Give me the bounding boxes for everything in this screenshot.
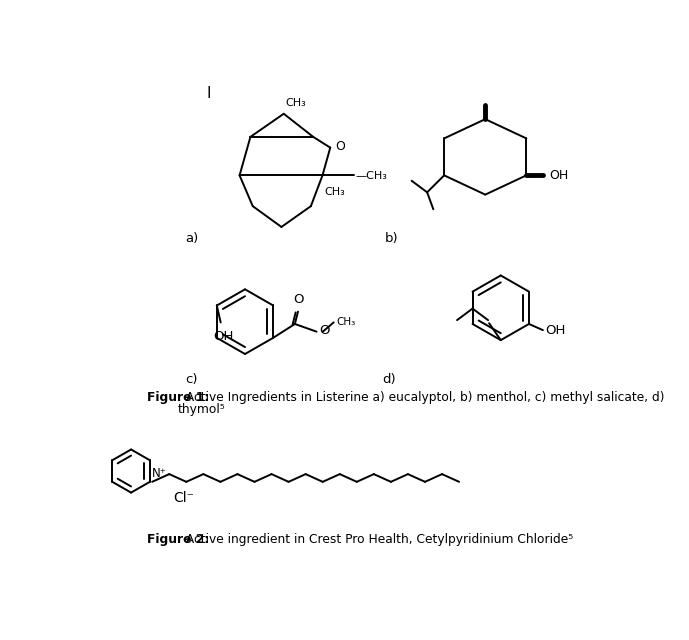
Text: I: I — [206, 86, 211, 101]
Text: a): a) — [185, 232, 198, 245]
Text: CH₃: CH₃ — [285, 98, 306, 108]
Text: Figure 2:: Figure 2: — [147, 533, 209, 547]
Text: O: O — [335, 140, 344, 152]
Text: Figure 1:: Figure 1: — [147, 391, 209, 404]
Text: Active ingredient in Crest Pro Health, Cetylpyridinium Chloride⁵: Active ingredient in Crest Pro Health, C… — [182, 533, 573, 547]
Text: c): c) — [185, 373, 198, 386]
Text: Active Ingredients in Listerine a) eucalyptol, b) menthol, c) methyl salicate, d: Active Ingredients in Listerine a) eucal… — [182, 391, 665, 404]
Text: Cl⁻: Cl⁻ — [173, 491, 194, 505]
Text: CH₃: CH₃ — [325, 188, 346, 197]
Text: —CH₃: —CH₃ — [355, 171, 387, 181]
Text: thymol⁵: thymol⁵ — [178, 403, 225, 415]
Text: O: O — [294, 293, 304, 307]
Text: OH: OH — [550, 169, 569, 182]
Text: OH: OH — [545, 324, 566, 337]
Text: O: O — [319, 324, 329, 337]
Text: N⁺: N⁺ — [152, 467, 167, 479]
Text: d): d) — [382, 373, 395, 386]
Text: OH: OH — [213, 330, 233, 343]
Text: b): b) — [384, 232, 398, 245]
Text: CH₃: CH₃ — [336, 317, 356, 328]
